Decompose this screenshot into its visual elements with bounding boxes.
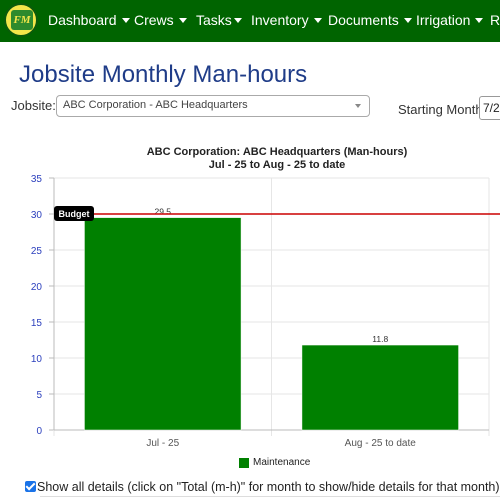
app-logo[interactable]: FM bbox=[4, 3, 38, 37]
chart-title: ABC Corporation: ABC Headquarters (Man-h… bbox=[146, 146, 408, 158]
chevron-down-icon bbox=[313, 17, 322, 23]
chevron-down-icon bbox=[121, 17, 130, 23]
chevron-down-icon bbox=[233, 17, 242, 23]
x-tick-label: Aug - 25 to date bbox=[345, 438, 417, 449]
nav-item-reports[interactable]: Re bbox=[490, 12, 500, 28]
bar-1 bbox=[84, 217, 242, 431]
chevron-down-icon bbox=[355, 104, 361, 108]
chart-subtitle: Jul - 25 to Aug - 25 to date bbox=[208, 159, 346, 171]
y-tick-label: 35 bbox=[31, 174, 43, 185]
starting-month-input[interactable]: 7/2 bbox=[479, 96, 500, 120]
y-tick-label: 0 bbox=[36, 426, 42, 437]
logo-text: FM bbox=[11, 10, 33, 30]
details-table-border bbox=[40, 496, 500, 497]
data-label: 11.8 bbox=[372, 334, 388, 344]
top-navigation-bar: FM Dashboard Crews Tasks Inventory Docum… bbox=[0, 0, 500, 42]
bar-2 bbox=[301, 344, 459, 431]
nav-item-irrigation[interactable]: Irrigation bbox=[416, 12, 484, 28]
starting-month-value: 7/2 bbox=[483, 101, 500, 115]
y-tick-label: 10 bbox=[31, 354, 43, 365]
nav-item-documents[interactable]: Documents bbox=[328, 12, 412, 28]
y-tick-label: 25 bbox=[31, 246, 43, 257]
jobsite-label: Jobsite: bbox=[11, 98, 56, 113]
nav-item-crews[interactable]: Crews bbox=[134, 12, 187, 28]
data-label: 29.5 bbox=[154, 207, 171, 217]
show-details-label: Show all details (click on "Total (m-h)"… bbox=[37, 480, 500, 494]
y-tick-label: 30 bbox=[31, 210, 43, 221]
y-tick-label: 20 bbox=[31, 282, 43, 293]
y-tick-label: 5 bbox=[36, 390, 42, 401]
chevron-down-icon bbox=[178, 17, 187, 23]
nav-item-dashboard[interactable]: Dashboard bbox=[48, 12, 130, 28]
starting-month-label: Starting Month: bbox=[398, 102, 487, 117]
nav-item-inventory[interactable]: Inventory bbox=[251, 12, 322, 28]
show-details-checkbox[interactable] bbox=[25, 481, 36, 492]
man-hours-bar-chart: 0 5 10 15 20 25 30 35 29.5 Jul - 25 11.8 Aug - 25 t… bbox=[31, 174, 500, 449]
x-tick-label: Jul - 25 bbox=[146, 438, 179, 449]
chevron-down-icon bbox=[475, 17, 484, 23]
jobsite-select[interactable]: ABC Corporation - ABC Headquarters bbox=[56, 95, 370, 117]
y-tick-label: 15 bbox=[31, 318, 43, 329]
chevron-down-icon bbox=[403, 17, 412, 23]
legend-label-maintenance[interactable]: Maintenance bbox=[253, 457, 311, 468]
nav-item-tasks[interactable]: Tasks bbox=[196, 12, 242, 28]
jobsite-selected-value: ABC Corporation - ABC Headquarters bbox=[63, 99, 248, 111]
page-title: Jobsite Monthly Man-hours bbox=[19, 61, 308, 88]
legend-swatch-maintenance[interactable] bbox=[239, 458, 249, 468]
budget-badge bbox=[54, 206, 94, 221]
budget-label: Budget bbox=[59, 209, 90, 219]
